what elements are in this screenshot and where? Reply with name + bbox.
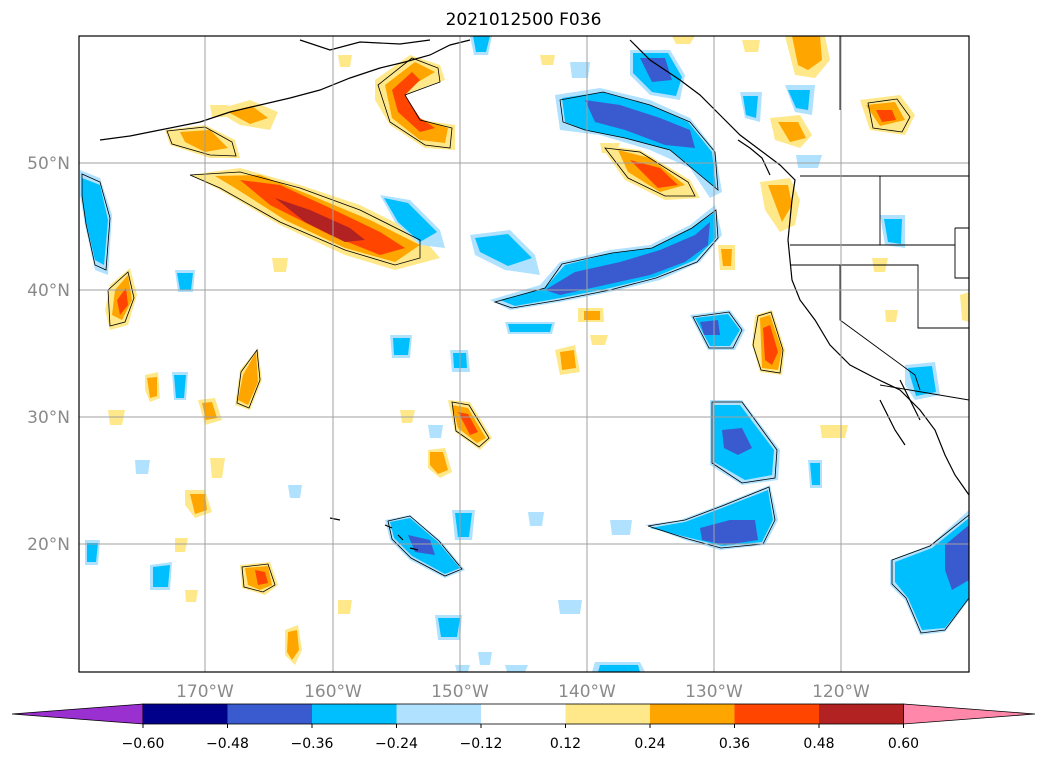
colorbar-segment: [565, 704, 651, 724]
lon-label: 150°W: [431, 682, 489, 702]
alaska-coast: [99, 39, 471, 141]
lat-label: 40°N: [27, 281, 70, 301]
lat-labels: 50°N 40°N 30°N 20°N: [27, 154, 70, 555]
colorbar-frame: [142, 703, 904, 725]
colorbar-tick-label: −0.24: [375, 736, 418, 752]
colorbar-tick-label: −0.12: [460, 736, 503, 752]
colorbar-segment: [143, 704, 228, 724]
lat-label: 20°N: [27, 535, 70, 555]
lon-label: 170°W: [176, 682, 234, 702]
colorbar-tick-label: 0.60: [888, 736, 919, 752]
map-title: 2021012500 F036: [445, 10, 602, 30]
colorbar-extend-low: [11, 703, 144, 725]
colorbar-segment: [312, 704, 397, 724]
lon-label: 130°W: [685, 682, 743, 702]
field-shading: [80, 36, 969, 672]
colorbar-tick-label: −0.36: [291, 736, 334, 752]
lon-label: 140°W: [558, 682, 616, 702]
map-frame: [78, 35, 970, 673]
lat-label: 50°N: [27, 154, 70, 174]
colorbar: −0.60 −0.48 −0.36 −0.24 −0.12 0.12 0.24 0.36 0.4…: [11, 703, 1036, 752]
coastlines: [99, 39, 970, 551]
contour-lines: [81, 57, 969, 634]
colorbar-segment: [481, 704, 566, 724]
colorbar-tick-label: 0.12: [550, 736, 581, 752]
colorbar-segment: [819, 704, 904, 724]
borders: [790, 36, 970, 401]
colorbar-tick-label: −0.48: [206, 736, 249, 752]
colorbar-tick-label: −0.60: [122, 736, 165, 752]
colorbar-segment: [396, 704, 482, 724]
graticule: [79, 36, 969, 672]
colorbar-tick-label: 0.48: [803, 736, 834, 752]
lon-label: 120°W: [812, 682, 870, 702]
positive-anomaly-contours: [105, 36, 969, 665]
colorbar-extend-high: [903, 703, 1036, 725]
lon-labels: 170°W 160°W 150°W 140°W 130°W 120°W: [176, 682, 870, 702]
colorbar-tick-label: 0.36: [719, 736, 750, 752]
colorbar-tick-label: 0.24: [634, 736, 665, 752]
lon-label: 160°W: [304, 682, 362, 702]
hawaii: [329, 517, 419, 551]
lat-label: 30°N: [27, 408, 70, 428]
bc-coast: [629, 39, 970, 496]
colorbar-segment: [227, 704, 313, 724]
colorbar-segment: [734, 704, 820, 724]
colorbar-segment: [650, 704, 735, 724]
